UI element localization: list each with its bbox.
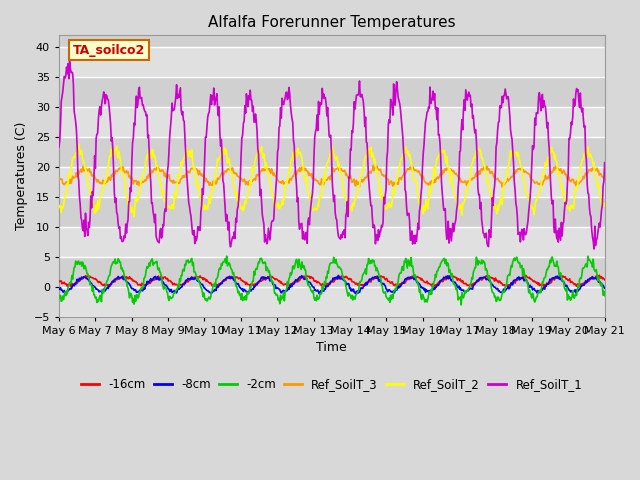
Bar [59,227,605,257]
Bar [59,287,605,317]
Legend: -16cm, -8cm, -2cm, Ref_SoilT_3, Ref_SoilT_2, Ref_SoilT_1: -16cm, -8cm, -2cm, Ref_SoilT_3, Ref_Soil… [77,373,587,396]
Title: Alfalfa Forerunner Temperatures: Alfalfa Forerunner Temperatures [208,15,456,30]
Text: TA_soilco2: TA_soilco2 [72,44,145,57]
Bar [59,107,605,137]
Y-axis label: Temperatures (C): Temperatures (C) [15,122,28,230]
X-axis label: Time: Time [316,341,347,354]
Bar [59,48,605,77]
Bar [59,167,605,197]
